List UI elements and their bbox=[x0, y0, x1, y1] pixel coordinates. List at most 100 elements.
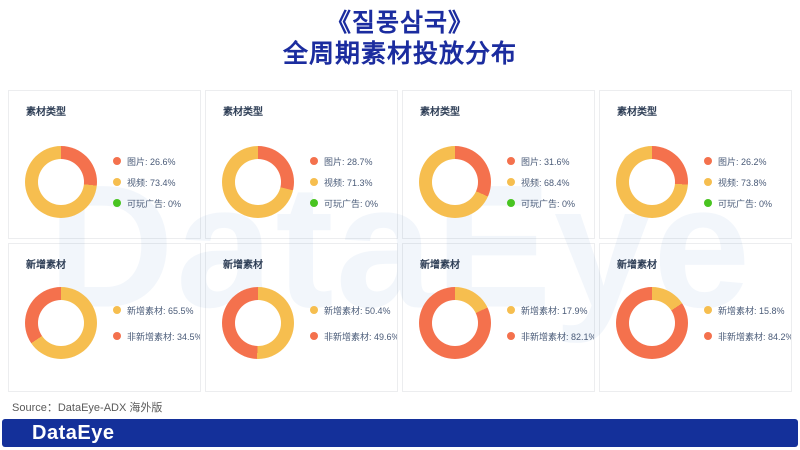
donut-chart[interactable] bbox=[419, 287, 491, 359]
legend-label: 图片: 26.6% bbox=[127, 156, 176, 167]
donut-hole bbox=[629, 300, 675, 346]
charts-grid: DataEye 素材类型 图片: 26.6% 视频: 73.4% 可玩广告: 0… bbox=[8, 90, 792, 392]
donut-chart[interactable] bbox=[222, 287, 294, 359]
legend-dot-icon bbox=[310, 199, 318, 207]
legend-item[interactable]: 可玩广告: 0% bbox=[507, 197, 575, 210]
chart-legend: 新增素材: 65.5% 非新增素材: 34.5% bbox=[113, 291, 201, 356]
legend-item[interactable]: 新增素材: 17.9% bbox=[507, 304, 594, 317]
legend-dot-icon bbox=[507, 332, 515, 340]
chart-legend: 图片: 28.7% 视频: 71.3% 可玩广告: 0% bbox=[310, 147, 378, 218]
legend-item[interactable]: 图片: 26.2% bbox=[704, 155, 772, 168]
legend-label: 视频: 73.4% bbox=[127, 177, 176, 188]
donut-chart[interactable] bbox=[25, 287, 97, 359]
legend-label: 非新增素材: 84.2% bbox=[718, 331, 792, 342]
legend-dot-icon bbox=[113, 178, 121, 186]
legend-dot-icon bbox=[310, 178, 318, 186]
legend-label: 视频: 73.8% bbox=[718, 177, 767, 188]
page-title-line2: 全周期素材投放分布 bbox=[282, 40, 517, 68]
chart-panel-5: 新增素材 新增素材: 65.5% 非新增素材: 34.5% bbox=[8, 243, 201, 392]
footer-brand-bar: DataEye bbox=[2, 419, 798, 447]
donut-hole bbox=[629, 159, 675, 205]
legend-label: 图片: 26.2% bbox=[718, 156, 767, 167]
legend-label: 视频: 68.4% bbox=[521, 177, 570, 188]
panel-title: 新增素材 bbox=[420, 260, 460, 271]
chart-legend: 新增素材: 50.4% 非新增素材: 49.6% bbox=[310, 291, 398, 356]
panel-title: 新增素材 bbox=[223, 260, 263, 271]
legend-item[interactable]: 新增素材: 15.8% bbox=[704, 304, 791, 317]
legend-label: 非新增素材: 82.1% bbox=[521, 331, 595, 342]
legend-item[interactable]: 图片: 26.6% bbox=[113, 155, 181, 168]
legend-dot-icon bbox=[113, 157, 121, 165]
legend-dot-icon bbox=[507, 157, 515, 165]
legend-item[interactable]: 可玩广告: 0% bbox=[704, 197, 772, 210]
legend-item[interactable]: 可玩广告: 0% bbox=[113, 197, 181, 210]
legend-label: 可玩广告: 0% bbox=[718, 198, 773, 209]
chart-panel-7: 新增素材 新增素材: 17.9% 非新增素材: 82.1% bbox=[402, 243, 595, 392]
legend-label: 可玩广告: 0% bbox=[127, 198, 182, 209]
legend-dot-icon bbox=[704, 306, 712, 314]
chart-panel-1: 素材类型 图片: 26.6% 视频: 73.4% 可玩广告: 0% bbox=[8, 90, 201, 239]
legend-dot-icon bbox=[310, 157, 318, 165]
source-attribution: Source：DataEye-ADX 海外版 bbox=[12, 402, 163, 414]
legend-item[interactable]: 视频: 71.3% bbox=[310, 176, 378, 189]
legend-dot-icon bbox=[310, 306, 318, 314]
donut-chart[interactable] bbox=[616, 146, 688, 218]
legend-label: 视频: 71.3% bbox=[324, 177, 373, 188]
legend-item[interactable]: 非新增素材: 49.6% bbox=[310, 330, 398, 343]
donut-chart[interactable] bbox=[616, 287, 688, 359]
panel-title: 新增素材 bbox=[617, 260, 657, 271]
donut-hole bbox=[235, 300, 281, 346]
panel-title: 素材类型 bbox=[26, 107, 66, 118]
legend-label: 可玩广告: 0% bbox=[521, 198, 576, 209]
legend-label: 新增素材: 15.8% bbox=[718, 305, 785, 316]
panel-title: 新增素材 bbox=[26, 260, 66, 271]
legend-dot-icon bbox=[704, 178, 712, 186]
legend-dot-icon bbox=[704, 332, 712, 340]
report-header: 《질풍삼국》 全周期素材投放分布 bbox=[0, 0, 800, 70]
legend-item[interactable]: 非新增素材: 82.1% bbox=[507, 330, 595, 343]
donut-hole bbox=[38, 159, 84, 205]
legend-dot-icon bbox=[704, 157, 712, 165]
legend-dot-icon bbox=[507, 199, 515, 207]
donut-hole bbox=[432, 300, 478, 346]
legend-item[interactable]: 可玩广告: 0% bbox=[310, 197, 378, 210]
legend-label: 非新增素材: 34.5% bbox=[127, 331, 201, 342]
legend-item[interactable]: 视频: 73.4% bbox=[113, 176, 181, 189]
legend-dot-icon bbox=[310, 332, 318, 340]
legend-label: 图片: 28.7% bbox=[324, 156, 373, 167]
donut-chart[interactable] bbox=[25, 146, 97, 218]
panel-title: 素材类型 bbox=[223, 107, 263, 118]
legend-item[interactable]: 非新增素材: 34.5% bbox=[113, 330, 201, 343]
legend-label: 非新增素材: 49.6% bbox=[324, 331, 398, 342]
donut-hole bbox=[38, 300, 84, 346]
legend-label: 可玩广告: 0% bbox=[324, 198, 379, 209]
dataeye-logo: DataEye bbox=[32, 421, 115, 444]
chart-panel-8: 新增素材 新增素材: 15.8% 非新增素材: 84.2% bbox=[599, 243, 792, 392]
chart-legend: 图片: 26.6% 视频: 73.4% 可玩广告: 0% bbox=[113, 147, 181, 218]
donut-hole bbox=[432, 159, 478, 205]
legend-item[interactable]: 视频: 73.8% bbox=[704, 176, 772, 189]
page-title-line1: 《질풍삼국》 bbox=[325, 9, 474, 37]
legend-dot-icon bbox=[704, 199, 712, 207]
legend-item[interactable]: 新增素材: 50.4% bbox=[310, 304, 397, 317]
legend-dot-icon bbox=[113, 332, 121, 340]
donut-chart[interactable] bbox=[222, 146, 294, 218]
legend-item[interactable]: 图片: 28.7% bbox=[310, 155, 378, 168]
chart-legend: 图片: 31.6% 视频: 68.4% 可玩广告: 0% bbox=[507, 147, 575, 218]
legend-item[interactable]: 图片: 31.6% bbox=[507, 155, 575, 168]
legend-item[interactable]: 新增素材: 65.5% bbox=[113, 304, 200, 317]
panel-title: 素材类型 bbox=[420, 107, 460, 118]
legend-dot-icon bbox=[507, 306, 515, 314]
legend-item[interactable]: 视频: 68.4% bbox=[507, 176, 575, 189]
legend-dot-icon bbox=[507, 178, 515, 186]
donut-chart[interactable] bbox=[419, 146, 491, 218]
chart-panel-4: 素材类型 图片: 26.2% 视频: 73.8% 可玩广告: 0% bbox=[599, 90, 792, 239]
legend-dot-icon bbox=[113, 199, 121, 207]
chart-panel-2: 素材类型 图片: 28.7% 视频: 71.3% 可玩广告: 0% bbox=[205, 90, 398, 239]
legend-label: 新增素材: 17.9% bbox=[521, 305, 588, 316]
chart-legend: 新增素材: 15.8% 非新增素材: 84.2% bbox=[704, 291, 792, 356]
panel-title: 素材类型 bbox=[617, 107, 657, 118]
legend-dot-icon bbox=[113, 306, 121, 314]
legend-label: 新增素材: 65.5% bbox=[127, 305, 194, 316]
legend-item[interactable]: 非新增素材: 84.2% bbox=[704, 330, 792, 343]
